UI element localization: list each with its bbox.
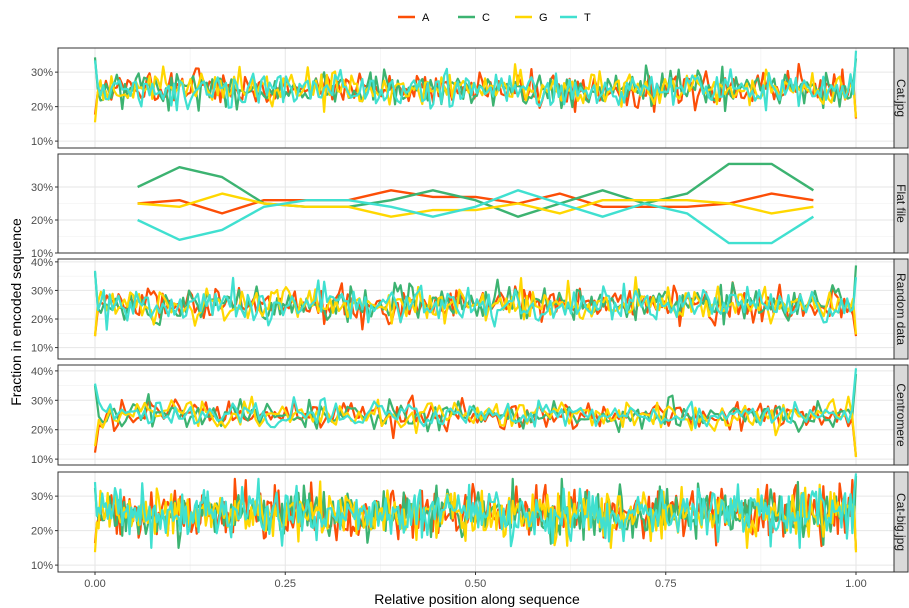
y-tick-label: 20%: [31, 314, 53, 326]
legend-item-c: C: [458, 12, 490, 24]
y-tick-label: 10%: [31, 136, 53, 148]
y-tick-label: 20%: [31, 102, 53, 114]
panel-random-data: 10% 20% 30% 40% Random data: [31, 257, 909, 360]
x-tick-label: 1.00: [845, 578, 866, 590]
series-line-g: [137, 192, 814, 218]
series-line-t: [93, 473, 858, 549]
x-tick-label: 0.00: [84, 578, 105, 590]
facet-label: Flat file: [894, 184, 908, 223]
panel-cat-big-jpg: 10% 20% 30% Cat-big.jpg: [31, 471, 909, 573]
series-lines: [137, 162, 815, 245]
facet-label: Random data: [894, 273, 908, 345]
facet-strip: [893, 258, 909, 360]
facet-strip: [893, 471, 909, 573]
series-lines: [93, 50, 858, 123]
y-tick-label: 30%: [31, 285, 53, 297]
series-line-t: [93, 270, 858, 331]
series-line-c: [93, 57, 858, 113]
series-line-a: [137, 189, 814, 215]
series-lines: [93, 265, 858, 337]
gridlines: [58, 259, 894, 359]
x-axis: 0.00 0.25 0.50 0.75 1.00: [84, 572, 867, 590]
x-tick-label: 0.75: [655, 578, 676, 590]
facet-label: Cat-big.jpg: [894, 493, 908, 551]
legend-label: C: [482, 12, 490, 24]
panel-centromere: 10% 20% 30% 40% Centromere: [31, 364, 909, 466]
y-tick-label: 30%: [31, 67, 53, 79]
y-tick-label: 30%: [31, 491, 53, 503]
series-lines: [93, 473, 858, 553]
legend-label: G: [539, 12, 548, 24]
y-tick-label: 20%: [31, 215, 53, 227]
y-tick-label: 10%: [31, 454, 53, 466]
chart-panels: 10% 20% 30% Cat.jpg 10% 20% 30% Flat file 10% 20%…: [31, 47, 909, 573]
series-line-t: [137, 189, 815, 245]
facet-strip: [893, 47, 909, 149]
facet-strip: [893, 364, 909, 466]
y-tick-label: 20%: [31, 526, 53, 538]
y-tick-label: 30%: [31, 395, 53, 407]
series-line-t: [93, 50, 858, 112]
panel-flat-file: 10% 20% 30% Flat file: [31, 153, 909, 260]
facet-strip: [893, 153, 909, 254]
y-tick-label: 40%: [31, 366, 53, 378]
legend-item-t: T: [560, 12, 591, 24]
legend-label: A: [422, 12, 430, 24]
legend-item-g: G: [515, 12, 548, 24]
y-tick-label: 40%: [31, 257, 53, 269]
y-tick-label: 10%: [31, 248, 53, 260]
y-tick-label: 30%: [31, 182, 53, 194]
series-lines: [93, 368, 858, 458]
y-tick-label: 20%: [31, 425, 53, 437]
facet-label: Centromere: [894, 383, 908, 447]
y-tick-label: 10%: [31, 343, 53, 355]
series-line-c: [137, 162, 815, 218]
y-axis-title: Fraction in encoded sequence: [8, 218, 24, 406]
y-tick-label: 10%: [31, 560, 53, 572]
x-tick-label: 0.25: [275, 578, 296, 590]
panel-cat-jpg: 10% 20% 30% Cat.jpg: [31, 47, 909, 149]
legend-item-a: A: [398, 12, 430, 24]
series-line-t: [93, 368, 858, 430]
facet-label: Cat.jpg: [894, 79, 908, 117]
legend-label: T: [584, 12, 591, 24]
x-tick-label: 0.50: [465, 578, 486, 590]
x-axis-title: Relative position along sequence: [374, 591, 580, 607]
